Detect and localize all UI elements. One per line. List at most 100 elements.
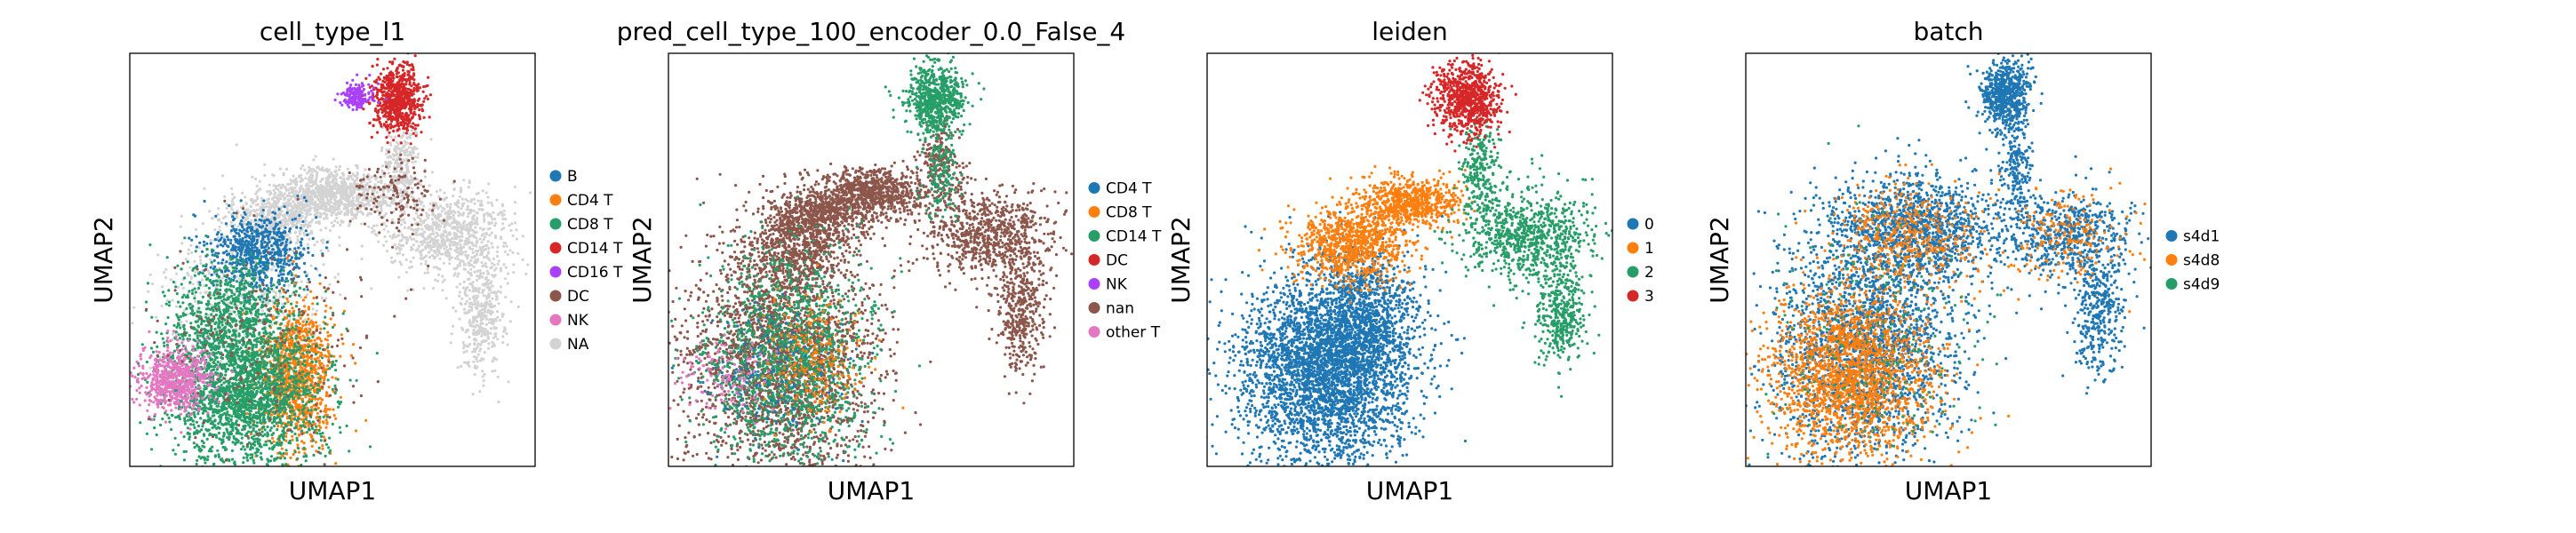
scatter-point <box>425 214 428 218</box>
scatter-point <box>241 226 244 229</box>
scatter-point <box>482 305 485 308</box>
scatter-point <box>220 276 224 280</box>
scatter-point <box>332 192 336 195</box>
scatter-point <box>432 256 436 260</box>
scatter-point <box>199 259 203 262</box>
scatter-point <box>340 196 343 201</box>
scatter-point <box>175 305 179 308</box>
scatter-point <box>287 263 291 267</box>
scatter-point <box>435 220 438 225</box>
scatter-point <box>258 250 261 253</box>
scatter-point <box>243 227 246 232</box>
scatter-point <box>202 240 206 243</box>
scatter-point <box>508 249 512 252</box>
scatter-point <box>503 250 507 253</box>
scatter-point <box>497 259 500 263</box>
scatter-point <box>250 219 253 222</box>
scatter-point <box>437 243 441 247</box>
scatter-point <box>423 236 427 240</box>
scatter-point <box>505 331 508 336</box>
scatter-point <box>264 301 268 305</box>
scatter-point <box>300 280 303 283</box>
scatter-point <box>300 194 305 197</box>
scatter-point <box>399 223 404 227</box>
scatter-point <box>295 209 299 212</box>
scatter-point <box>482 238 485 242</box>
scatter-point <box>331 178 334 181</box>
scatter-point <box>470 308 474 312</box>
scatter-point <box>236 225 240 228</box>
scatter-point <box>313 366 316 370</box>
scatter-point <box>354 429 357 433</box>
scatter-point <box>478 227 483 230</box>
scatter-point <box>456 226 460 229</box>
scatter-point <box>189 243 193 247</box>
scatter-point <box>435 189 438 194</box>
scatter-point <box>324 215 328 219</box>
scatter-point <box>292 452 295 457</box>
scatter-point <box>455 285 459 289</box>
scatter-point <box>476 211 479 215</box>
scatter-point <box>421 248 425 251</box>
scatter-point <box>335 202 339 205</box>
scatter-point <box>476 274 479 278</box>
scatter-point <box>399 188 403 192</box>
scatter-point <box>236 274 239 278</box>
scatter-point <box>280 186 284 189</box>
scatter-point <box>291 306 294 310</box>
scatter-point <box>452 231 456 235</box>
scatter-point <box>480 334 484 338</box>
scatter-point <box>492 257 496 260</box>
scatter-point <box>222 251 226 255</box>
scatter-point <box>502 227 506 230</box>
scatter-point <box>351 217 355 220</box>
scatter-point <box>232 235 236 238</box>
scatter-point <box>342 184 346 187</box>
scatter-point <box>307 424 310 428</box>
scatter-point <box>478 237 482 241</box>
scatter-point <box>460 203 464 206</box>
scatter-point <box>460 259 463 262</box>
scatter-point <box>356 211 359 214</box>
scatter-point <box>448 258 452 261</box>
scatter-point <box>452 195 455 198</box>
scatter-point <box>267 246 270 250</box>
scatter-point <box>289 187 292 190</box>
scatter-point <box>482 379 485 383</box>
scatter-point <box>481 317 485 321</box>
scatter-point <box>283 214 286 218</box>
scatter-point <box>307 362 310 366</box>
scatter-point <box>498 211 501 215</box>
scatter-point <box>260 280 264 283</box>
scatter-point <box>448 231 452 235</box>
scatter-point <box>431 221 435 226</box>
scatter-point <box>279 273 284 276</box>
scatter-point <box>255 238 259 242</box>
scatter-point <box>396 152 399 155</box>
scatter-point <box>448 224 452 227</box>
scatter-point <box>488 259 492 262</box>
scatter-point <box>506 272 510 275</box>
scatter-point <box>444 211 447 215</box>
scatter-point <box>458 261 462 265</box>
scatter-point <box>320 296 324 299</box>
scatter-point <box>343 211 347 215</box>
scatter-point <box>131 322 134 325</box>
scatter-point <box>313 243 316 247</box>
scatter-point <box>283 231 287 235</box>
scatter-point <box>491 284 494 288</box>
scatter-point <box>319 179 323 183</box>
scatter-point <box>437 273 441 276</box>
scatter-point <box>283 258 286 261</box>
scatter-point <box>260 196 264 200</box>
scatter-point <box>351 343 356 346</box>
scatter-point <box>476 306 479 309</box>
scatter-point <box>470 264 474 267</box>
scatter-point <box>333 184 337 187</box>
scatter-point <box>293 231 297 235</box>
scatter-point <box>460 326 464 330</box>
scatter-point <box>299 211 302 215</box>
scatter-point <box>420 223 423 227</box>
scatter-point <box>459 301 462 305</box>
scatter-point <box>444 230 448 234</box>
